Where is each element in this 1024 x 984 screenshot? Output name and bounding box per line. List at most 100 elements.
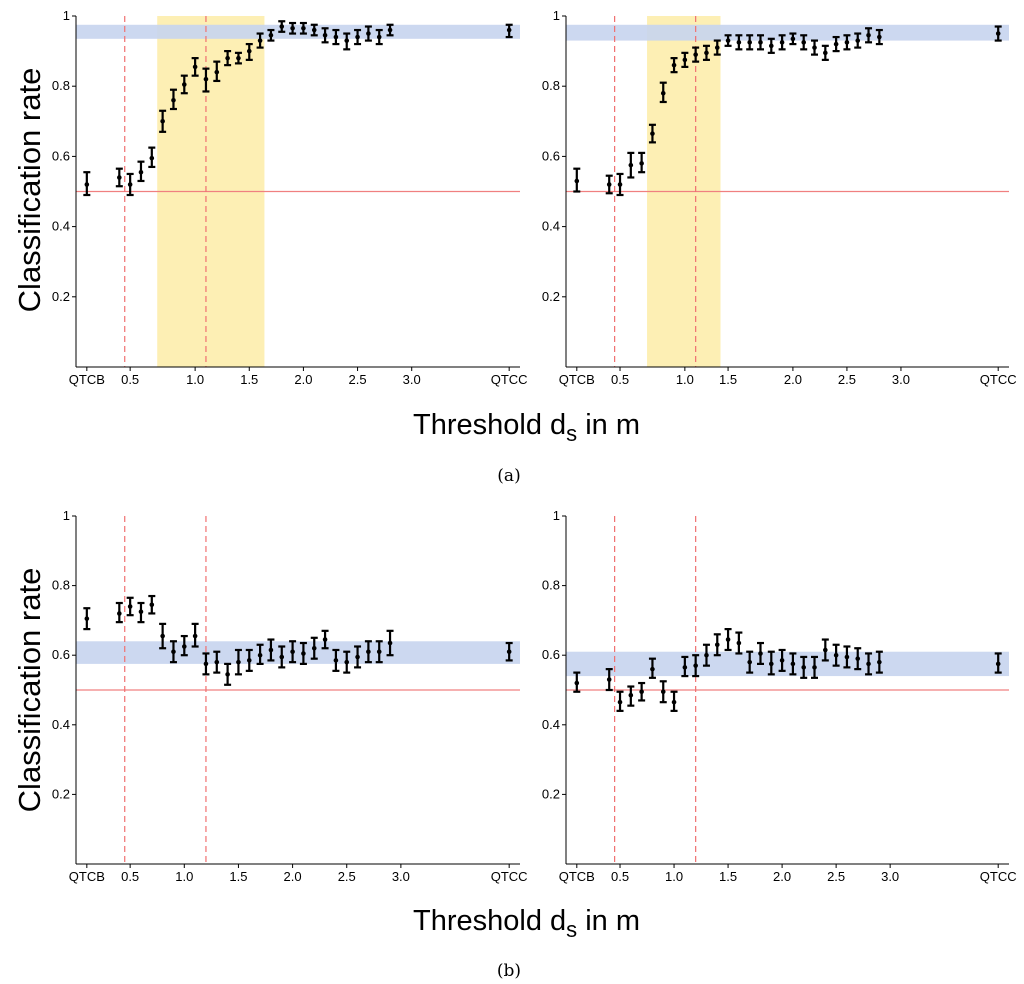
error-bar [224,662,232,686]
error-bar [713,633,721,657]
error-bar [278,645,286,669]
x-tick-label: 2.5 [838,372,856,387]
data-point [506,649,512,655]
data-point [606,182,612,187]
data-point [376,649,382,655]
data-point [736,640,742,646]
data-point [333,658,339,663]
data-point [214,69,220,75]
data-point [268,647,274,653]
x-tick-label: 3.0 [881,869,899,884]
x-tick-label: 2.5 [827,869,845,884]
data-point [203,76,209,82]
data-point [671,62,677,68]
error-bar [224,49,232,67]
error-bar [202,67,210,93]
error-bar [256,643,264,666]
error-bar [811,39,819,56]
y-tick-label: 0.6 [542,647,560,662]
data-point [376,34,382,40]
data-point [693,52,698,57]
caption-a: (a) [497,466,520,486]
error-bar [148,146,156,169]
error-bar [278,20,286,33]
error-bar [169,88,177,111]
data-point [355,34,360,40]
data-point [650,131,655,136]
error-bar [245,648,253,672]
data-point [138,609,144,614]
error-bar [126,596,134,617]
x-axis-label-a: Threshold ds in m [413,409,640,446]
data-point [268,33,274,38]
y-tick-label: 1 [63,8,70,23]
data-point [506,27,512,33]
caption-b: (b) [497,961,521,981]
y-tick-label: 0.8 [542,578,560,593]
error-bar [505,641,513,662]
data-point [236,55,241,61]
data-point [311,27,317,33]
data-point [790,36,796,42]
x-axis-label-main: Threshold d [413,905,566,937]
x-tick-label: QTCB [559,372,595,387]
error-bar [681,51,689,68]
error-bar [616,690,624,712]
data-point [844,654,850,660]
error-bar [724,627,732,652]
data-point [257,38,263,43]
data-point [628,162,634,168]
error-bar [299,641,307,666]
data-point [311,645,317,651]
error-bar [191,622,199,648]
error-bar [364,25,372,42]
error-bar [573,671,581,693]
y-tick-label: 0.4 [52,717,70,732]
data-point [279,24,285,29]
data-point [322,33,328,38]
error-bar [843,34,851,51]
error-bar [605,668,613,692]
data-point [779,658,785,663]
error-bar [573,167,581,193]
error-bar [843,645,851,669]
data-point [747,40,752,45]
data-point [639,161,644,166]
error-bar [789,652,797,676]
data-point [704,652,709,658]
data-point [833,652,839,658]
x-tick-label: 0.5 [611,869,629,884]
error-bar [364,640,372,664]
x-tick-label: 2.0 [773,869,791,884]
data-point [333,34,339,40]
data-point [574,178,580,184]
data-point [192,633,198,639]
chart-panel-b-right: 0.2 0.4 0.6 0.8 1 QTCB 0.5 1.0 1.5 2.0 2.5 3.0 QTCC [542,508,1017,884]
error-bar [310,23,318,37]
error-bar [289,640,297,664]
error-bar [354,645,362,669]
x-tick-label: 1.5 [240,372,258,387]
y-tick-label: 0.4 [542,717,560,732]
data-point [127,604,133,609]
x-axis-label-subscript: s [566,421,577,446]
chart-panel-a-right: 0.2 0.4 0.6 0.8 1 QTCB 0.5 1.0 1.5 2.0 2.5 3.0 QTCC [542,8,1017,387]
y-tick-label: 0.4 [542,219,560,234]
data-point [995,31,1001,36]
data-point [660,90,666,96]
error-bar [692,654,700,678]
data-point [823,50,828,56]
error-bar [310,636,318,660]
data-point [387,27,393,33]
error-bar [659,81,667,104]
error-bar [126,172,134,197]
data-point [84,616,90,621]
error-bar [321,27,329,44]
data-point [366,31,371,36]
x-tick-label: 1.5 [229,869,247,884]
error-bar [648,123,656,144]
y-tick-label: 0.6 [52,148,70,163]
data-point [768,43,774,49]
data-point [301,651,306,656]
